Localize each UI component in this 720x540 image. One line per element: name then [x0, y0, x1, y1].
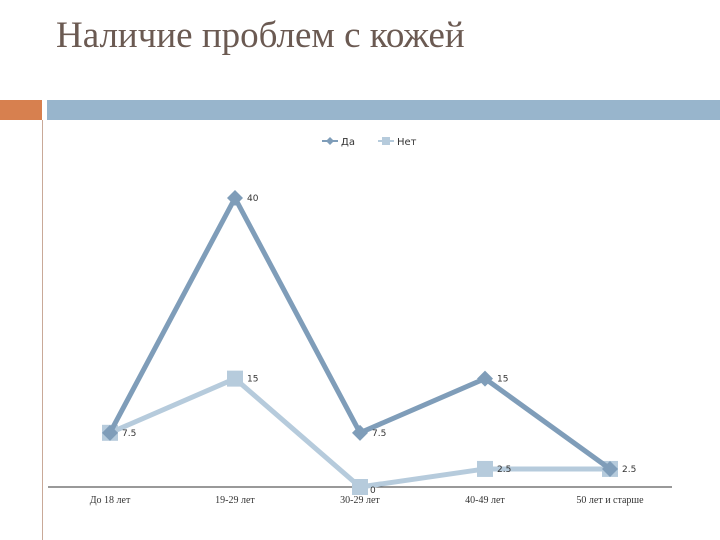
legend-item: Нет [378, 137, 417, 148]
data-point [227, 190, 243, 206]
legend-item: Да [322, 137, 355, 148]
accent-bar-blue [47, 100, 720, 120]
data-label: 2.5 [497, 465, 511, 475]
legend-label: Нет [397, 137, 417, 148]
data-point [227, 370, 243, 387]
x-tick-label: До 18 лет [90, 495, 131, 506]
x-tick-label: 40-49 лет [465, 495, 505, 506]
data-label: 7.5 [372, 429, 386, 439]
legend-label: Да [341, 137, 355, 148]
legend-marker [382, 137, 390, 145]
data-label: 40 [247, 194, 259, 204]
x-tick-label: 50 лет и старше [576, 495, 644, 506]
data-label: 0 [370, 486, 376, 496]
data-point [477, 460, 493, 477]
data-point [352, 479, 368, 495]
data-point [102, 424, 118, 441]
legend-marker [326, 137, 334, 145]
accent-divider [42, 120, 43, 540]
x-tick-label: 19-29 лет [215, 495, 255, 506]
data-label: 2.5 [622, 465, 636, 475]
accent-bar-orange [0, 100, 42, 120]
data-point [352, 424, 368, 441]
data-point [477, 370, 493, 387]
data-label: 15 [247, 375, 258, 385]
data-label: 7.5 [122, 429, 136, 439]
data-label: 15 [497, 375, 508, 385]
slide-title: Наличие проблем с кожей [56, 15, 465, 56]
data-point [602, 460, 618, 477]
x-tick-label: 30-29 лет [340, 495, 380, 506]
